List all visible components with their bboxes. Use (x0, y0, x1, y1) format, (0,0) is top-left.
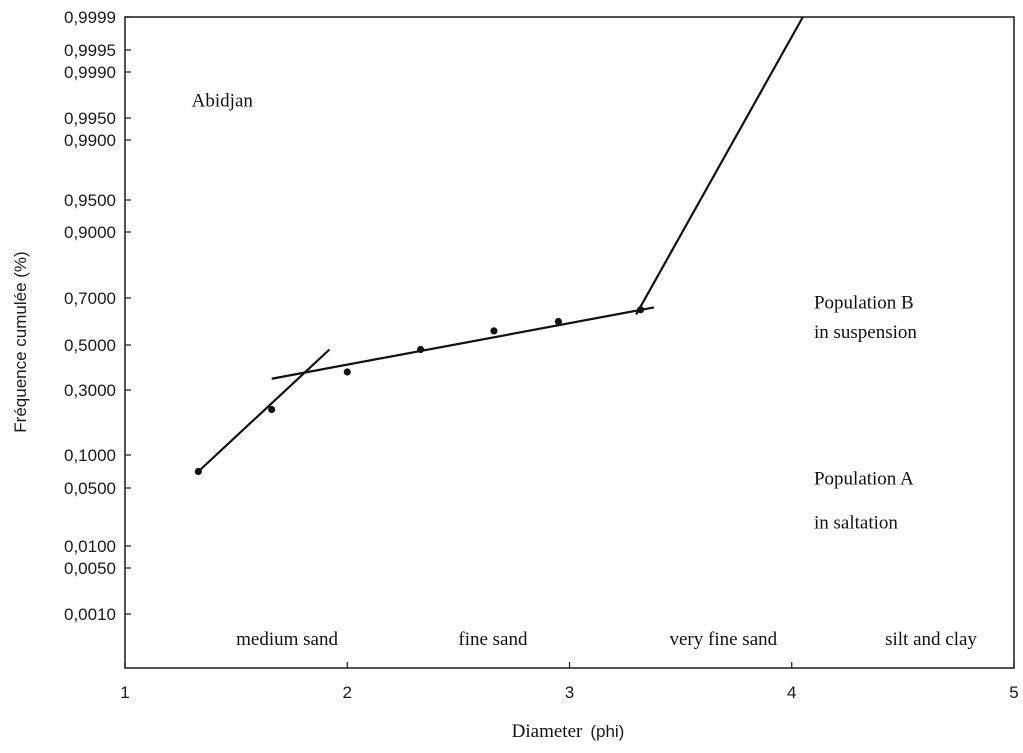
annotation-pop-a-line1: Population A (814, 469, 914, 490)
fit-line-1 (197, 348, 331, 473)
x-tick-label: 2 (343, 683, 352, 702)
y-tick-label: 0,9990 (64, 63, 116, 82)
y-axis: 0,0010 0,0050 0,0100 0,0500 0,1000 0,3000 0,50… (64, 8, 131, 624)
x-axis: 1 2 3 4 5 (120, 662, 1019, 702)
x-tick-label: 3 (565, 683, 574, 702)
annotation-zone-fine: fine sand (458, 629, 528, 650)
data-point (490, 327, 498, 335)
y-tick-label: 0,5000 (64, 336, 116, 355)
annotations: Abidjan Population B in suspension Populati… (192, 91, 978, 651)
y-tick-label: 0,0010 (64, 605, 116, 624)
y-tick-label: 0,0050 (64, 559, 116, 578)
y-tick-label: 0,1000 (64, 446, 116, 465)
annotation-zone-very-fine: very fine sand (670, 629, 778, 650)
y-tick-label: 0,0100 (64, 537, 116, 556)
data-point (416, 345, 425, 354)
x-axis-title: Diameter (phi) (512, 721, 625, 742)
y-tick-label: 0,9995 (64, 41, 116, 60)
fit-lines (197, 16, 804, 473)
y-axis-title: Fréquence cumulée (%) (11, 251, 30, 432)
x-tick-label: 4 (787, 683, 796, 702)
annotation-pop-a-line2: in saltation (814, 513, 898, 534)
x-axis-title-main: Diameter (512, 721, 583, 742)
data-points (194, 306, 645, 476)
annotation-pop-b-line2: in suspension (814, 322, 917, 343)
data-point (343, 368, 351, 376)
y-tick-label: 0,9900 (64, 131, 116, 150)
annotation-pop-b-line1: Population B (814, 293, 914, 314)
y-tick-label: 0,9000 (64, 223, 116, 242)
fit-line-3 (635, 16, 804, 315)
y-tick-label: 0,9950 (64, 109, 116, 128)
annotation-zone-silt: silt and clay (885, 629, 977, 650)
fit-line-2 (271, 306, 655, 380)
x-tick-label: 1 (120, 683, 129, 702)
data-point (554, 317, 562, 326)
y-tick-label: 0,0500 (64, 479, 116, 498)
annotation-site: Abidjan (192, 91, 254, 112)
data-point (268, 405, 276, 414)
data-point (637, 306, 645, 314)
y-tick-label: 0,3000 (64, 381, 116, 400)
y-tick-label: 0,9500 (64, 191, 116, 210)
x-tick-label: 5 (1009, 683, 1018, 702)
annotation-zone-medium: medium sand (236, 629, 338, 650)
y-tick-label: 0,7000 (64, 289, 116, 308)
y-tick-label: 0,9999 (64, 8, 116, 27)
x-axis-title-unit: (phi) (590, 722, 624, 741)
data-point (194, 467, 202, 476)
